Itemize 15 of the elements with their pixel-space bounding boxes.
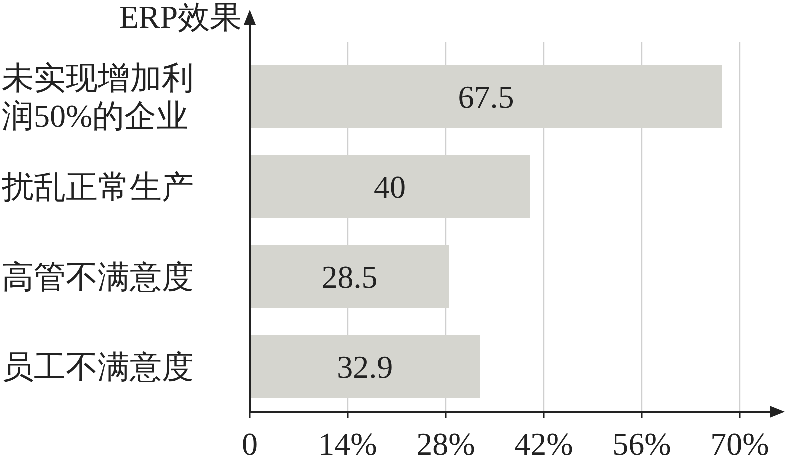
data-label: 67.5 [458, 79, 514, 115]
x-tick-label: 14% [318, 426, 378, 462]
data-label: 40 [374, 169, 406, 205]
y-axis-title: ERP效果 [119, 0, 242, 35]
data-label: 32.9 [337, 349, 394, 385]
data-label: 28.5 [322, 259, 378, 295]
y-tick-label: 未实现增加利润50%的企业 [2, 60, 194, 134]
y-tick-label: 员工不满意度 [2, 349, 194, 385]
y-tick-label: 扰乱正常生产 [1, 169, 194, 205]
x-tick-label: 56% [612, 426, 672, 462]
x-tick-label: 28% [416, 426, 476, 462]
x-tick-label: 0 [242, 426, 258, 462]
x-tick-label: 70% [710, 426, 770, 462]
x-tick-label: 42% [514, 426, 574, 462]
y-tick-label: 高管不满意度 [2, 259, 194, 295]
